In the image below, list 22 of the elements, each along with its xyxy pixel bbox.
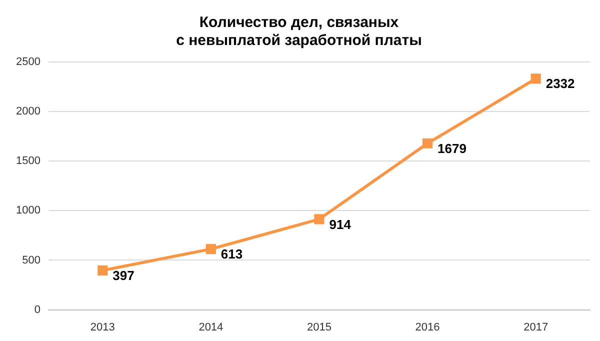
point — [206, 244, 216, 254]
x-tick-label: 2014 — [198, 321, 224, 334]
y-tick-label: 0 — [34, 304, 40, 316]
point — [314, 214, 324, 224]
y-tick-label: 500 — [22, 254, 40, 266]
data-label: 1679 — [438, 140, 466, 156]
chart-title: Количество дел, связаных с невыплатой заработной платы — [176, 14, 422, 50]
point — [530, 74, 541, 84]
data-label: 914 — [329, 216, 352, 232]
data-label: 613 — [220, 246, 243, 262]
y-tick-label: 2000 — [16, 106, 40, 118]
point — [98, 265, 108, 276]
point — [422, 138, 433, 148]
y-tick-label: 1500 — [16, 155, 40, 168]
y-tick-label: 2500 — [16, 56, 40, 68]
x-tick-label: 2013 — [90, 321, 115, 334]
y-tick-label: 1000 — [16, 204, 40, 217]
data-label: 2332 — [546, 76, 575, 92]
x-tick-label: 2015 — [306, 321, 332, 334]
x-tick-label: 2016 — [415, 321, 440, 334]
x-tick-label: 2017 — [524, 321, 548, 334]
data-label: 397 — [112, 268, 134, 284]
